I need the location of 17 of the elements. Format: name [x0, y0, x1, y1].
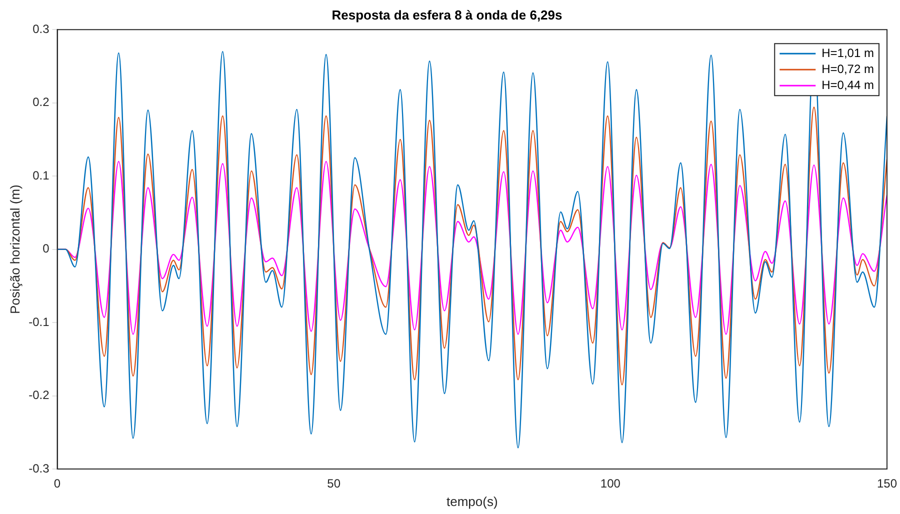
y-tick-label: -0.1	[28, 314, 50, 329]
y-tick-label: -0.3	[28, 461, 50, 476]
x-axis-title: tempo(s)	[446, 494, 498, 509]
x-tick-label: 0	[54, 476, 61, 491]
legend-label: H=0,72 m	[822, 62, 874, 76]
legend-label: H=1,01 m	[822, 46, 874, 60]
x-tick-label: 50	[327, 476, 341, 491]
y-tick-label: 0	[42, 242, 50, 256]
chart-title: Resposta da esfera 8 à onda de 6,29s	[332, 7, 562, 22]
y-tick-label: -0.2	[28, 388, 50, 402]
y-axis-title: Posição horizontal (m)	[7, 184, 22, 314]
x-tick-label: 100	[600, 476, 621, 491]
legend-label: H=0,44 m	[822, 78, 874, 92]
y-tick-label: 0.3	[32, 22, 50, 36]
y-tick-label: 0.1	[32, 168, 50, 182]
x-tick-label: 150	[876, 476, 898, 491]
y-tick-label: 0.2	[32, 95, 50, 110]
